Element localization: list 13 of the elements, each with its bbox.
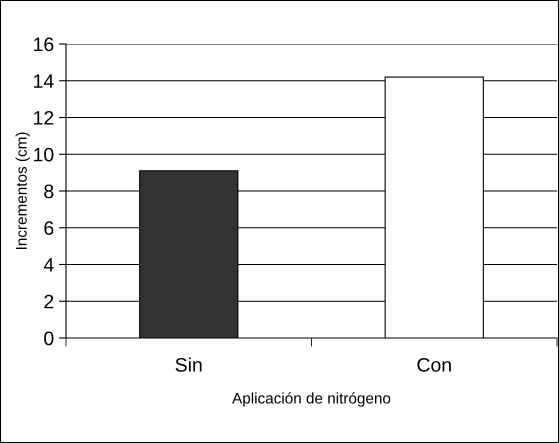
- y-tick-label: 16: [34, 37, 54, 52]
- y-tick-label: 14: [34, 74, 54, 88]
- x-tick-label: Con: [417, 358, 451, 372]
- y-tick-label: 4: [44, 258, 54, 272]
- x-axis-title: Aplicación de nitrógeno: [232, 392, 390, 407]
- y-tick-label: 2: [44, 294, 54, 308]
- y-tick-label: 10: [34, 148, 54, 162]
- x-tick-label: Sin: [176, 357, 202, 372]
- y-tick-label: 12: [34, 110, 54, 125]
- y-tick-label: 6: [44, 221, 54, 235]
- y-tick-label: 8: [44, 184, 54, 198]
- y-tick-label: 0: [44, 331, 54, 346]
- y-axis-title: Incrementos (cm): [16, 132, 30, 250]
